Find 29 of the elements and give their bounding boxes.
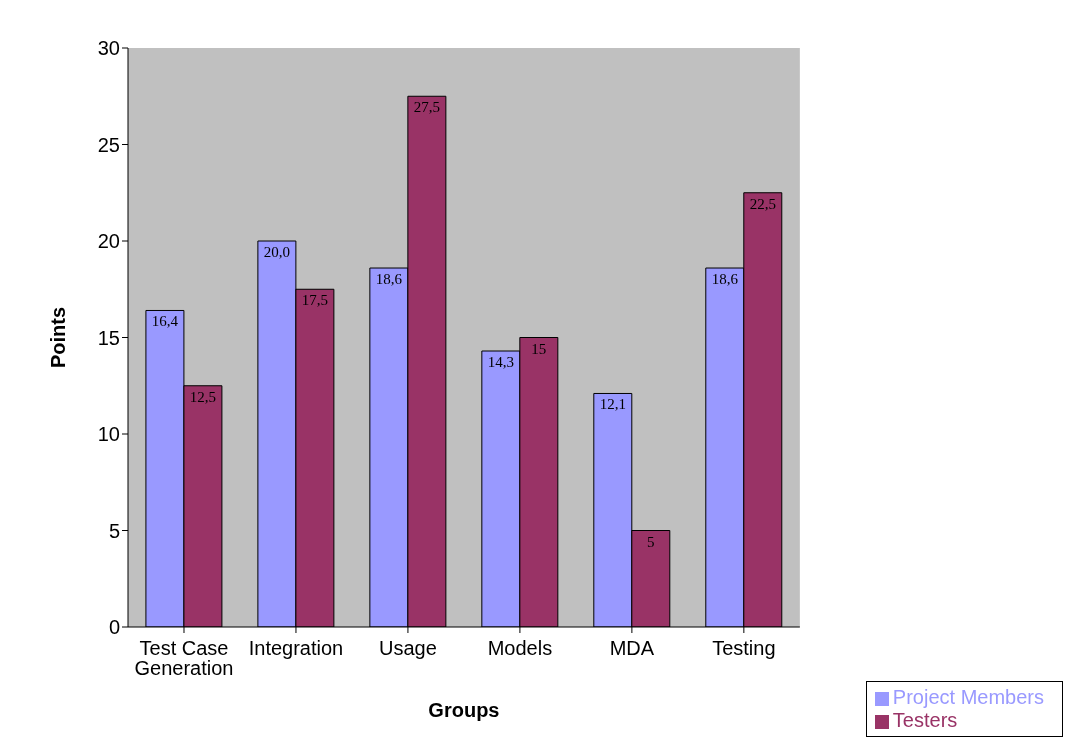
y-tick-label: 25	[97, 133, 120, 156]
x-tick-label: Testing	[712, 637, 776, 660]
x-tick-label: Usage	[379, 637, 437, 660]
data-label: 12,5	[189, 388, 217, 405]
x-tick-label: MDA	[609, 637, 655, 660]
data-label: 18,6	[711, 271, 739, 288]
x-tick-label: Test Case Generation	[134, 637, 234, 680]
data-label: 22,5	[749, 195, 776, 212]
y-tick-label: 5	[108, 519, 120, 542]
y-tick-label: 0	[108, 616, 120, 639]
data-label: 27,5	[413, 99, 440, 116]
data-label: 15	[531, 340, 547, 357]
data-label: 18,6	[375, 271, 403, 288]
data-label: 17,5	[301, 292, 329, 309]
x-tick-label: Integration	[248, 637, 344, 660]
data-label: 20,0	[263, 244, 291, 260]
y-axis-title: Points	[47, 306, 70, 369]
x-axis-title: Groups	[428, 699, 500, 721]
data-label: 12,1	[599, 396, 626, 413]
data-label: 16,4	[151, 313, 179, 330]
y-tick-label: 20	[97, 230, 120, 253]
data-label: 5	[647, 533, 655, 550]
y-tick-label: 15	[97, 326, 120, 349]
y-tick-label: 10	[97, 423, 120, 446]
legend-label: Testers	[892, 709, 958, 731]
y-tick-label: 30	[97, 37, 120, 60]
x-tick-label: Models	[487, 637, 553, 660]
data-label: 14,3	[487, 354, 514, 371]
legend-label: Project Members	[892, 686, 1044, 708]
